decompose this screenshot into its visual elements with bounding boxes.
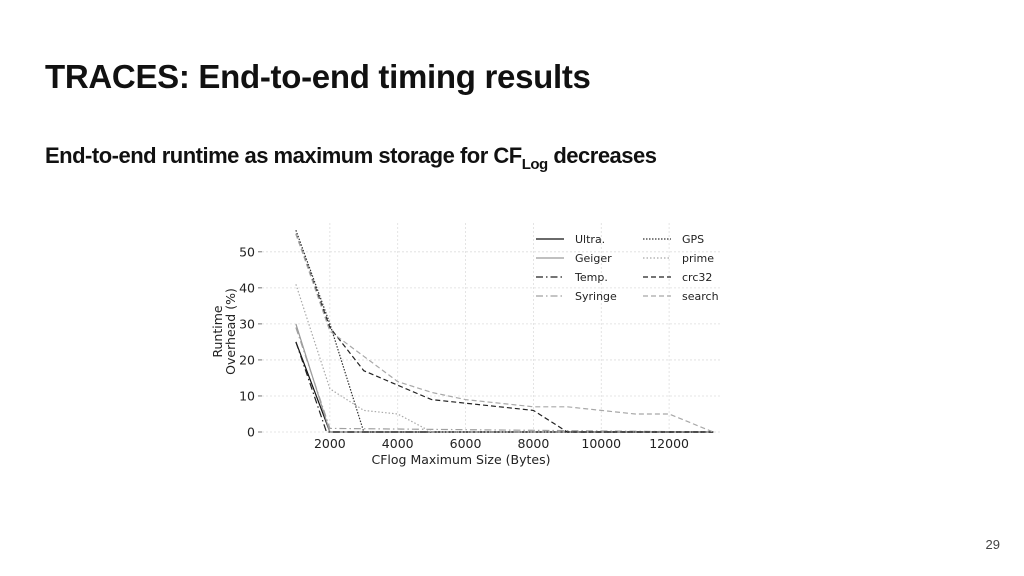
series-line-prime	[295, 284, 714, 433]
series-line-temp	[295, 341, 714, 433]
series-line-syringe	[295, 327, 714, 433]
y-tick-label: 0	[247, 425, 255, 440]
page-number: 29	[985, 537, 1000, 552]
x-tick-label: 12000	[649, 436, 689, 451]
x-tick-label: 8000	[518, 436, 550, 451]
legend-label-geiger: Geiger	[575, 252, 612, 265]
legend-label-gps: GPS	[682, 233, 704, 246]
series-line-ultra	[295, 341, 714, 433]
legend-label-crc32: crc32	[682, 271, 712, 284]
y-tick-label: 40	[239, 280, 255, 295]
y-tick-label: 20	[239, 352, 255, 367]
runtime-overhead-chart: 2000 4000 6000 8000 10000 12000 0 10 20 30 40 50 CFl…	[210, 223, 720, 467]
slide-subtitle: End-to-end runtime as maximum storage fo…	[45, 143, 657, 173]
series-line-gps	[295, 229, 714, 433]
y-tick-label: 50	[239, 244, 255, 259]
legend-label-syringe: Syringe	[575, 290, 617, 303]
subtitle-subscript: Log	[521, 156, 549, 173]
series-line-crc32	[295, 233, 714, 433]
x-tick-label: 10000	[581, 436, 621, 451]
y-axis-label-line2: Overhead (%)	[223, 288, 238, 375]
slide-title: TRACES: End-to-end timing results	[45, 58, 591, 95]
x-tick-label: 2000	[314, 436, 346, 451]
subtitle-text-end: decreases	[547, 143, 657, 168]
x-axis-label: CFlog Maximum Size (Bytes)	[372, 452, 551, 467]
legend-label-ultra: Ultra.	[575, 233, 605, 246]
series-line-search	[295, 233, 714, 433]
legend-label-prime: prime	[682, 252, 714, 265]
y-tick-label: 10	[239, 388, 255, 403]
subtitle-text: End-to-end runtime as maximum storage fo…	[45, 143, 522, 168]
legend-label-temp: Temp.	[574, 271, 608, 284]
y-tick-label: 30	[239, 316, 255, 331]
x-tick-label: 4000	[382, 436, 414, 451]
legend-label-search: search	[682, 290, 719, 303]
x-tick-label: 6000	[450, 436, 482, 451]
y-axis-label-line1: Runtime	[210, 305, 225, 358]
